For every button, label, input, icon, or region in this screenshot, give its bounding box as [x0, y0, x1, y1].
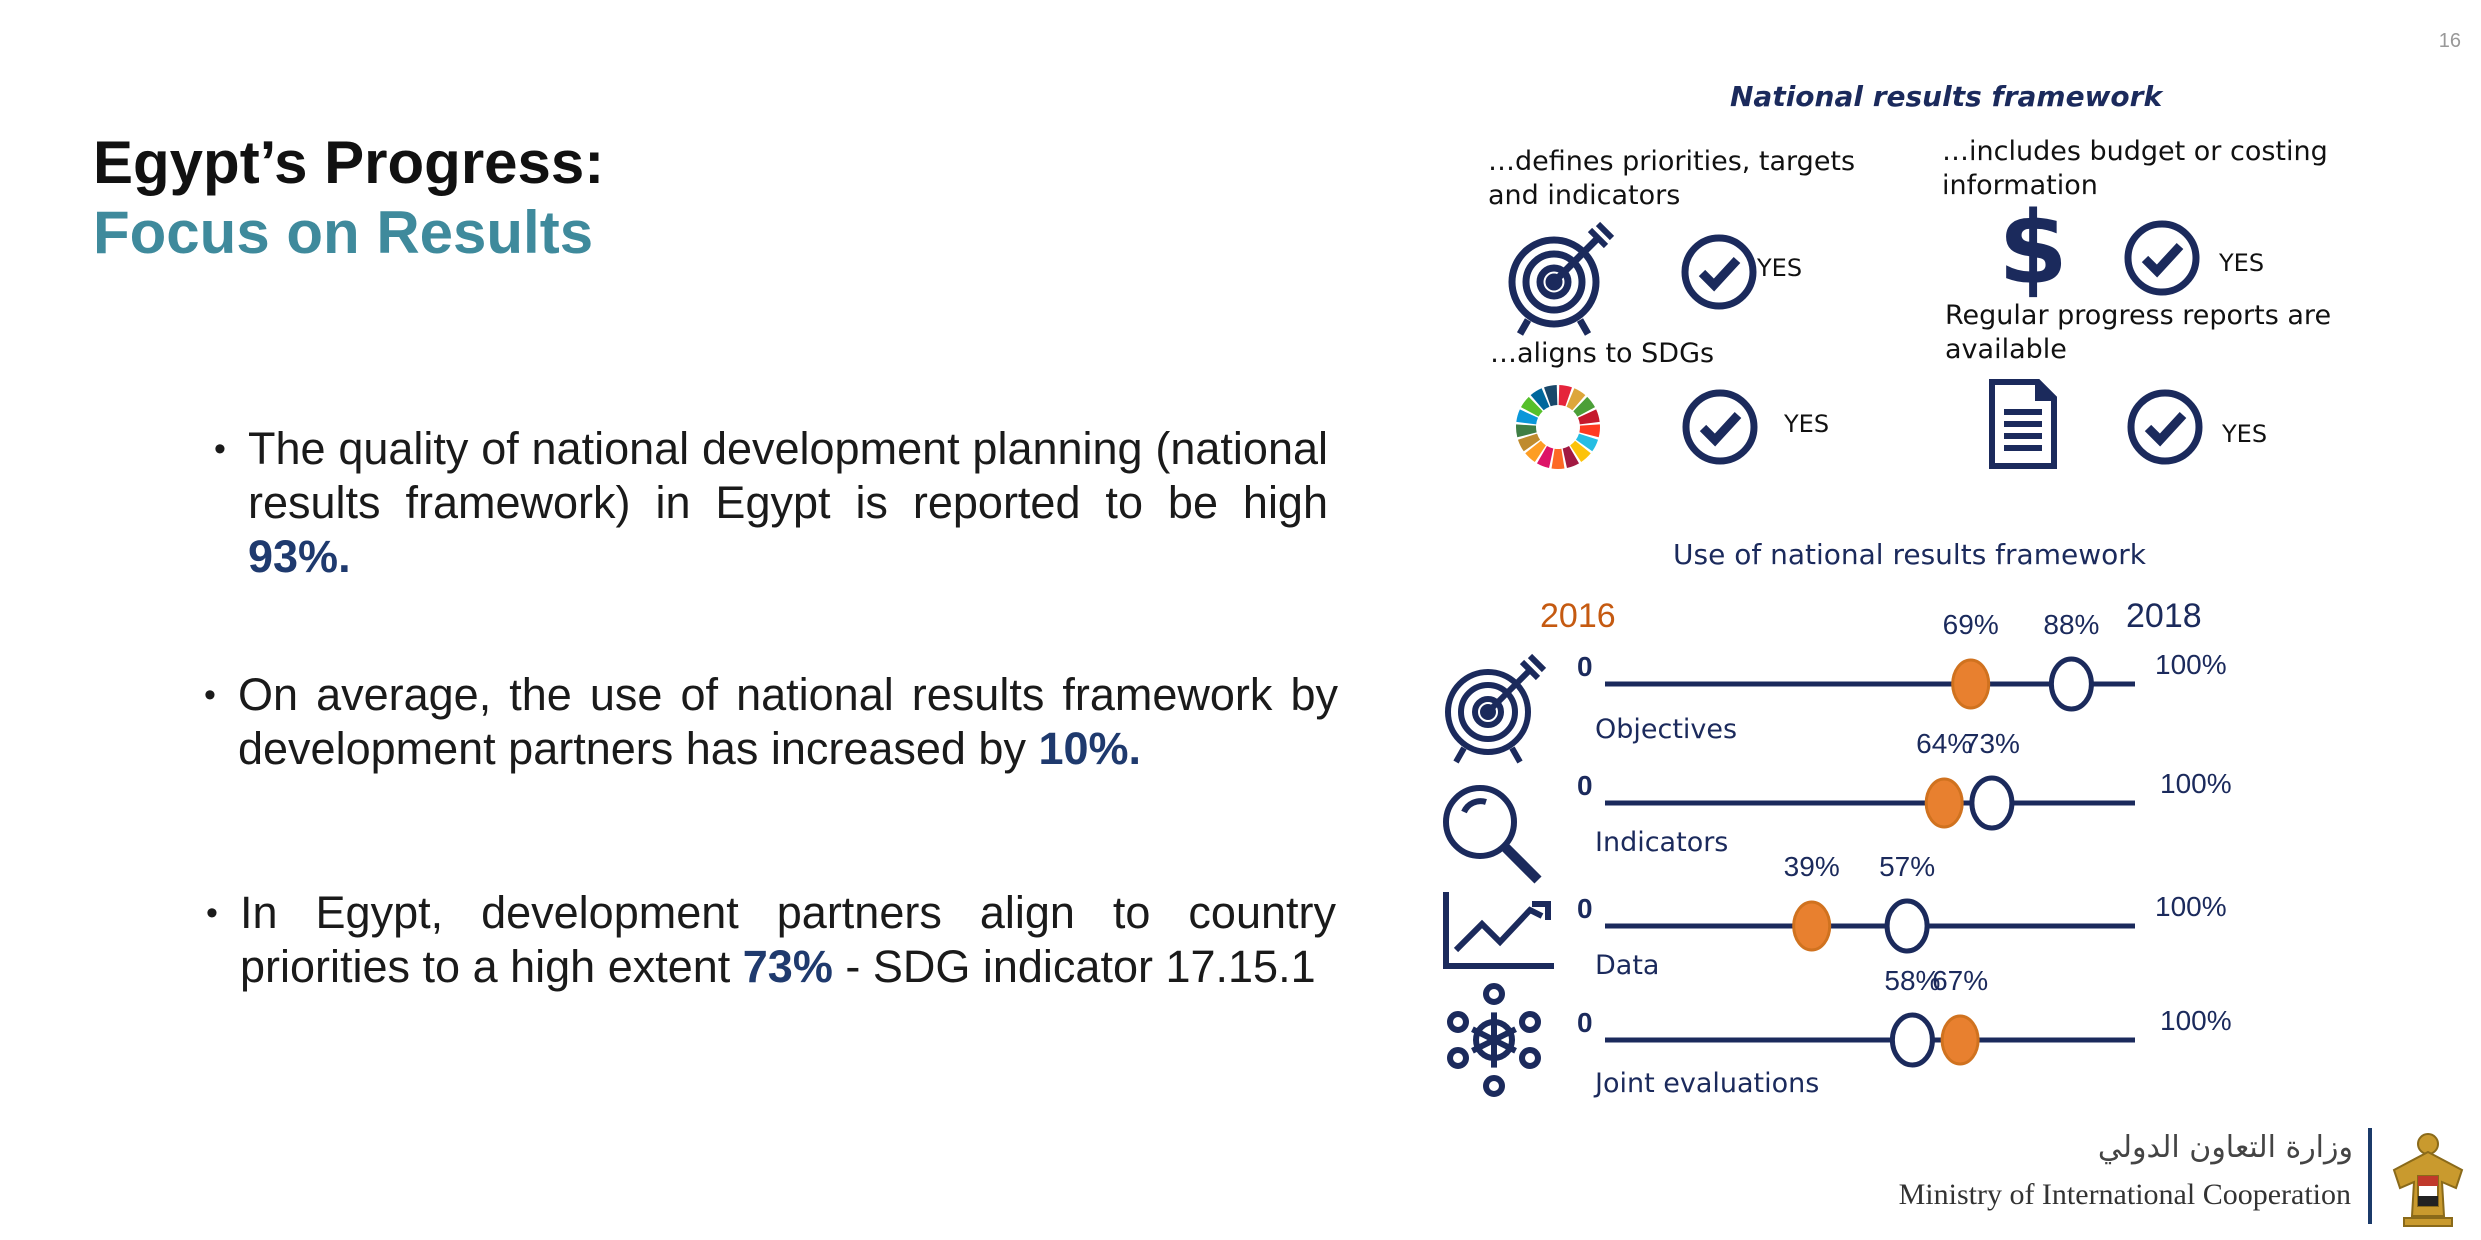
sdg-wheel-segment [1530, 388, 1550, 411]
sdg-wheel-segment [1516, 409, 1539, 425]
sdg-wheel-segment [1575, 433, 1599, 452]
check-icon [1681, 234, 1757, 310]
value-label-2016: 64% [1916, 728, 1972, 759]
axis-max-label: 100% [2160, 768, 2232, 799]
sdg-wheel-segment [1520, 396, 1543, 417]
axis-min-label: 0 [1577, 651, 1593, 682]
svg-text:$: $ [1998, 189, 2068, 306]
value-label-2018: 88% [2043, 609, 2099, 640]
row-label: Data [1595, 950, 1659, 981]
bullet-emphasis: 73% [742, 941, 833, 992]
bullet-dot: • [204, 676, 216, 714]
legend-2016: 2016 [1540, 597, 1616, 635]
marker-2016 [1951, 658, 1991, 710]
sdg-wheel-segment [1577, 409, 1600, 425]
framework-item-label: …defines priorities, targets and indicat… [1488, 146, 1856, 211]
usage-heading: Use of national results framework [1673, 538, 2146, 571]
marker-2016 [1792, 900, 1832, 952]
sdg-wheel-segment [1536, 446, 1554, 469]
magnifier-icon [1443, 785, 1542, 884]
marker-2018 [2048, 656, 2094, 712]
sdg-wheel-segment [1544, 385, 1558, 407]
bullet-dot: • [214, 430, 226, 468]
bullet-text: The quality of national development plan… [248, 423, 1328, 528]
framework-item-label: Regular progress reports are available [1945, 300, 2332, 365]
marker-2016 [1940, 1014, 1980, 1066]
ministry-name-english: Ministry of International Cooperation [1898, 1178, 2351, 1211]
bullet-emphasis: 93%. [248, 531, 351, 582]
sdg-wheel-segment [1573, 396, 1596, 417]
value-label-2018: 58% [1884, 965, 1940, 996]
sdg-wheel-segment [1551, 448, 1565, 469]
network-icon [1447, 983, 1541, 1097]
slide-number: 16 [2438, 30, 2461, 52]
sdg-wheel-segment [1517, 433, 1541, 452]
bullet-alignment: • In Egypt, development partners align t… [206, 886, 1336, 994]
sdg-wheel-segment [1570, 440, 1591, 463]
check-icon [2124, 220, 2200, 296]
axis-max-label: 100% [2160, 1005, 2232, 1036]
value-label-2016: 67% [1932, 965, 1988, 996]
sdg-wheel-icon [1516, 385, 1600, 469]
yes-status: YES [2222, 420, 2268, 448]
yes-status: YES [2219, 249, 2265, 277]
bullet-emphasis: 10%. [1038, 723, 1142, 774]
target-icon [1508, 221, 1615, 336]
bullet-planning-quality: • The quality of national development pl… [214, 422, 1328, 584]
bullet-dot: • [206, 894, 218, 932]
dollar-icon: $ [1998, 189, 2068, 306]
check-icon [2127, 389, 2203, 465]
sdg-wheel-segment [1525, 440, 1546, 463]
footer-divider [2368, 1128, 2372, 1224]
document-icon [1989, 379, 2057, 469]
marker-2018 [1889, 1012, 1935, 1068]
bullet-text: In Egypt, development partners align to … [240, 887, 1336, 992]
axis-min-label: 0 [1577, 1007, 1593, 1038]
row-label: Objectives [1595, 714, 1737, 745]
row-label: Joint evaluations [1593, 1068, 1819, 1099]
axis-min-label: 0 [1577, 770, 1593, 801]
sdg-wheel-segment [1516, 424, 1537, 438]
axis-max-label: 100% [2155, 649, 2227, 680]
sdg-wheel-segment [1566, 388, 1586, 411]
legend-2018: 2018 [2126, 597, 2202, 635]
yes-status: YES [1784, 410, 1830, 438]
value-label-2018: 73% [1964, 728, 2020, 759]
ministry-name-arabic: وزارة التعاون الدولي [2097, 1130, 2353, 1165]
target-icon [1445, 653, 1547, 764]
sdg-wheel-segment [1558, 385, 1572, 407]
framework-item-label: …includes budget or costing information [1942, 136, 2328, 201]
eagle-emblem-icon [2392, 1133, 2464, 1227]
value-label-2016: 39% [1784, 851, 1840, 882]
title-line1: Egypt’s Progress: [93, 129, 605, 196]
bullet-usage-increase: • On average, the use of national result… [204, 668, 1338, 776]
framework-item-label: …aligns to SDGs [1490, 338, 1715, 369]
sdg-wheel-segment [1562, 446, 1580, 469]
bullet-tail: - SDG indicator 17.15.1 [832, 941, 1316, 992]
axis-max-label: 100% [2155, 891, 2227, 922]
row-label: Indicators [1595, 827, 1728, 858]
value-label-2018: 57% [1879, 851, 1935, 882]
axis-min-label: 0 [1577, 893, 1593, 924]
marker-2018 [1884, 898, 1930, 954]
title-line2: Focus on Results [93, 199, 594, 266]
framework-heading: National results framework [1730, 80, 2163, 113]
sdg-wheel-segment [1579, 424, 1600, 438]
bullet-text: On average, the use of national results … [238, 669, 1338, 774]
line-chart-icon [1443, 892, 1554, 969]
check-icon [1682, 389, 1758, 465]
yes-status: YES [1757, 254, 1803, 282]
marker-2016 [1924, 777, 1964, 829]
value-label-2016: 69% [1943, 609, 1999, 640]
marker-2018 [1969, 775, 2015, 831]
